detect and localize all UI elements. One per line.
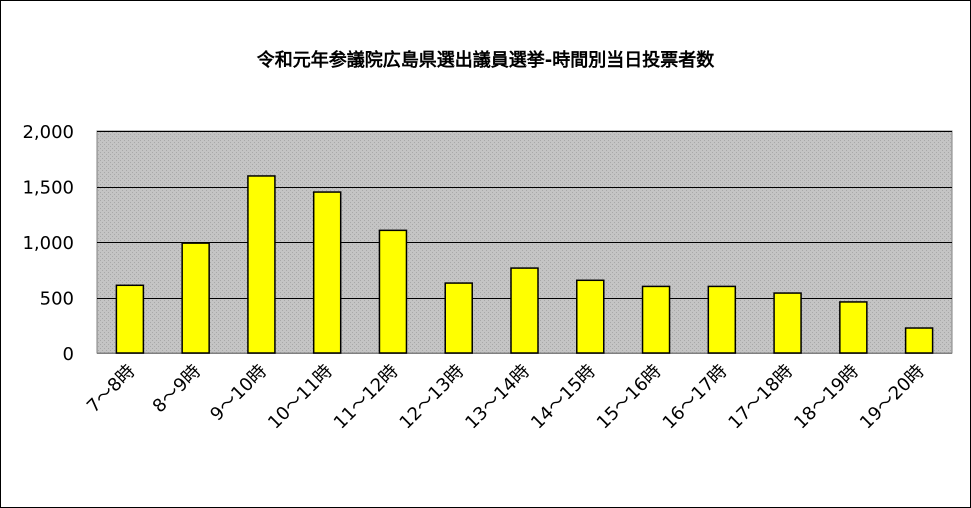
bar [444, 282, 473, 354]
x-tick-label: 8～9時 [149, 361, 206, 418]
bar [641, 285, 671, 354]
x-tick-label: 19～20時 [856, 361, 929, 434]
chart-title: 令和元年参議院広島県選出議員選挙-時間別当日投票者数 [256, 50, 715, 71]
y-tick-label: 2,000 [22, 122, 74, 143]
bar [904, 327, 934, 354]
x-tick-label: 17～18時 [724, 361, 797, 434]
x-tick-label: 10～11時 [264, 361, 337, 434]
x-tick-label: 12～13時 [396, 361, 469, 434]
bar [115, 284, 145, 354]
x-tick-label: 11～12時 [330, 361, 403, 434]
bar [576, 279, 605, 354]
bar [510, 267, 539, 354]
x-tick-label: 13～14時 [461, 361, 534, 434]
x-tick-label: 14～15時 [527, 361, 600, 434]
x-tick-label: 16～17時 [659, 361, 732, 434]
bar [247, 175, 276, 354]
y-tick-label: 1,500 [22, 178, 74, 199]
y-tick-label: 0 [63, 344, 74, 365]
y-tick-label: 1,000 [22, 233, 74, 254]
bar [773, 292, 802, 354]
x-tick-label: 9～10時 [206, 361, 271, 426]
bar [378, 229, 408, 354]
x-tick-label: 18～19時 [790, 361, 863, 434]
bar [312, 191, 342, 354]
x-tick-label: 15～16時 [593, 361, 666, 434]
bar [707, 285, 737, 354]
x-tick-label: 7～8時 [83, 361, 140, 418]
bar [839, 301, 868, 354]
bar [181, 242, 210, 354]
y-tick-label: 500 [40, 289, 74, 310]
